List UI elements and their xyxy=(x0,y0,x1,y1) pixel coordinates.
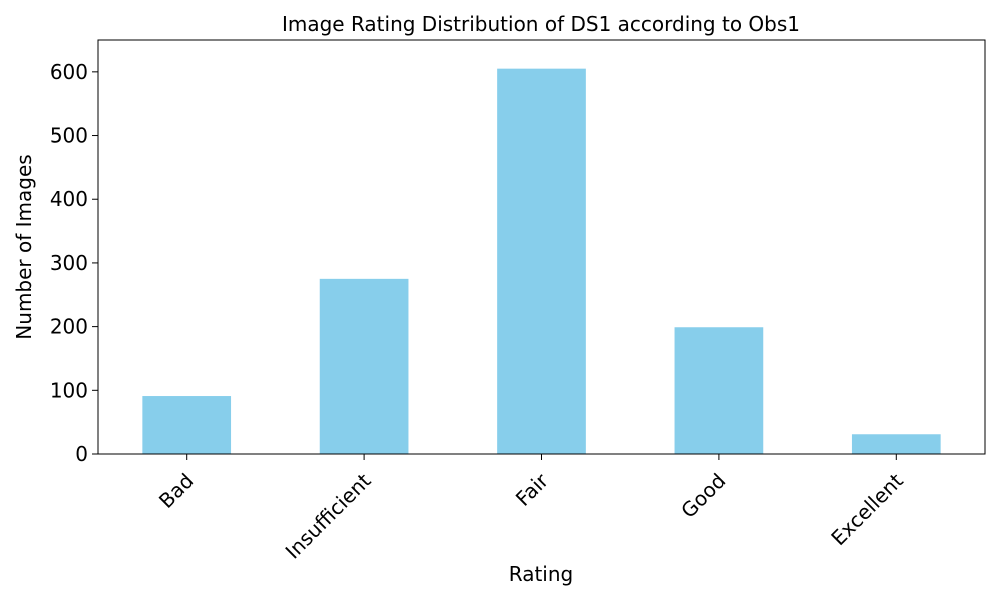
x-tick-label-insufficient: Insufficient xyxy=(281,468,376,563)
y-tick-label: 100 xyxy=(50,378,88,402)
y-tick-label: 0 xyxy=(75,442,88,466)
x-tick-label-good: Good xyxy=(676,469,730,523)
y-tick-label: 500 xyxy=(50,124,88,148)
bars-group xyxy=(142,68,941,455)
plot-frame xyxy=(97,39,986,455)
x-tick-label-excellent: Excellent xyxy=(826,468,908,550)
x-tick-label-bad: Bad xyxy=(154,469,198,513)
y-tick-label: 600 xyxy=(50,60,88,84)
y-axis: 0 100 200 300 400 500 600 xyxy=(50,60,98,466)
bar-good xyxy=(674,327,764,454)
bar-fair xyxy=(497,68,586,455)
x-axis: Bad Insufficient Fair Good Excellent xyxy=(154,454,908,564)
x-axis-label: Rating xyxy=(509,562,573,586)
y-axis-label: Number of Images xyxy=(12,154,36,339)
x-tick-label-fair: Fair xyxy=(511,468,554,511)
bar-insufficient xyxy=(319,278,409,454)
y-tick-label: 300 xyxy=(50,251,88,275)
y-tick-label: 200 xyxy=(50,315,88,339)
y-tick-label: 400 xyxy=(50,187,88,211)
bar-bad xyxy=(142,396,232,454)
chart-title: Image Rating Distribution of DS1 accordi… xyxy=(282,12,800,36)
bar-excellent xyxy=(851,434,941,454)
